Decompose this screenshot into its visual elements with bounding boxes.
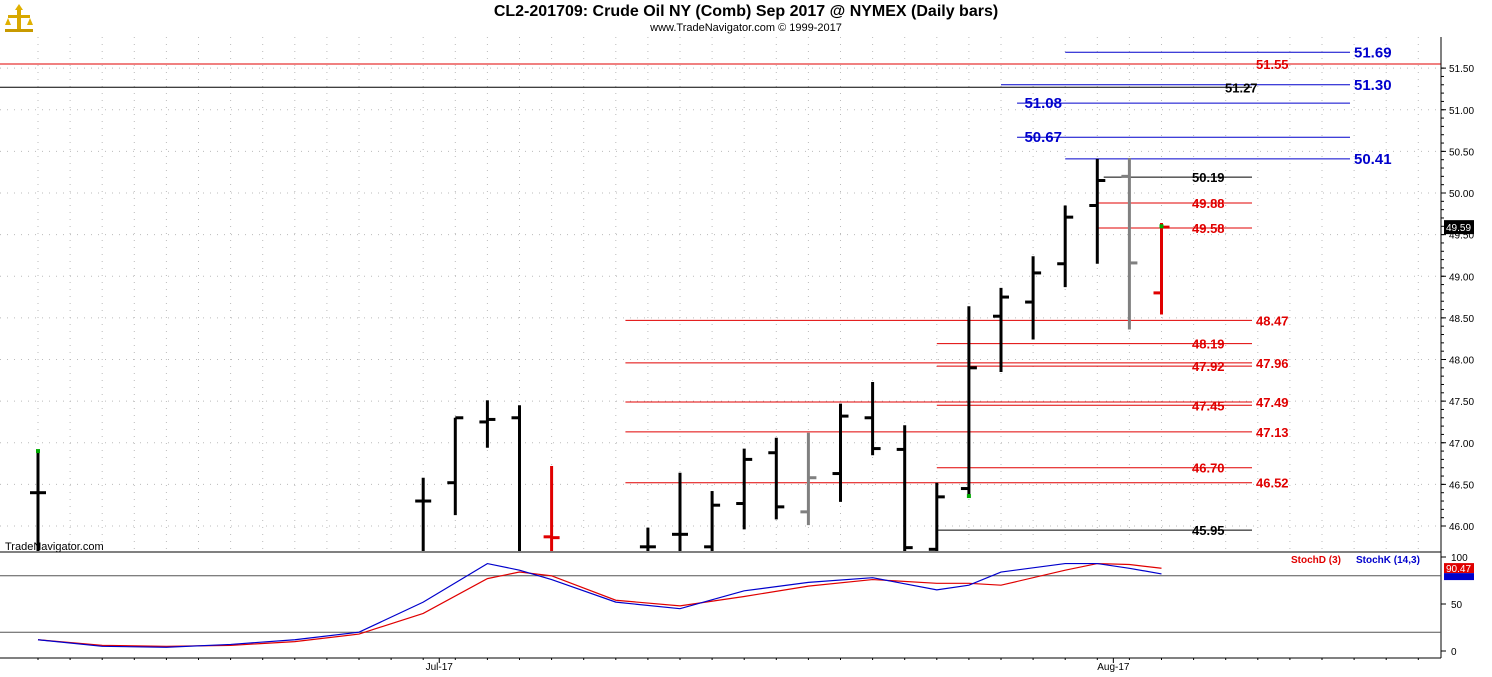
ohlc-bar bbox=[639, 527, 656, 551]
trade-navigator-logo-icon bbox=[3, 3, 35, 35]
price-tick-label: 47.50 bbox=[1449, 397, 1474, 408]
price-tick-label: 47.00 bbox=[1449, 439, 1474, 450]
time-axis: Jul-17 Aug-17 bbox=[37, 658, 1419, 673]
chart-title: CL2-201709: Crude Oil NY (Comb) Sep 2017… bbox=[493, 3, 999, 20]
signal-marker bbox=[1159, 224, 1164, 229]
price-bars bbox=[30, 158, 1170, 551]
level-label-51.30: 51.30 bbox=[1354, 77, 1392, 94]
price-tick-label: 48.00 bbox=[1449, 356, 1474, 367]
chart-header: CL2-201709: Crude Oil NY (Comb) Sep 2017… bbox=[0, 0, 1492, 37]
level-label-47.49: 47.49 bbox=[1256, 395, 1289, 410]
ohlc-bar bbox=[30, 452, 46, 551]
level-label-48.47: 48.47 bbox=[1256, 313, 1289, 328]
stoch-tick-label: 50 bbox=[1451, 600, 1463, 611]
price-tick-label: 48.50 bbox=[1449, 314, 1474, 325]
plot-background bbox=[0, 37, 1441, 658]
level-label-47.13: 47.13 bbox=[1256, 425, 1289, 440]
ohlc-bar bbox=[479, 400, 496, 448]
price-tick-label: 49.50 bbox=[1449, 231, 1474, 242]
ohlc-bar bbox=[511, 405, 521, 551]
last-price-label: 49.59 bbox=[1446, 223, 1471, 234]
ohlc-bar bbox=[928, 482, 945, 551]
time-tick-label: Jul-17 bbox=[426, 662, 454, 673]
level-label-51.55: 51.55 bbox=[1256, 57, 1289, 72]
last-price-box bbox=[1444, 220, 1474, 235]
level-label-48.19: 48.19 bbox=[1192, 337, 1225, 352]
level-label-50.67: 50.67 bbox=[1024, 129, 1062, 146]
ohlc-bar bbox=[960, 306, 977, 495]
ohlc-bar bbox=[543, 466, 560, 551]
level-label-50.19: 50.19 bbox=[1192, 170, 1225, 185]
price-axis: 51.50 51.00 50.50 50.00 49.50 49.00 48.50 48.00… bbox=[1440, 37, 1474, 658]
ohlc-bar bbox=[415, 477, 432, 551]
ohlc-bar bbox=[832, 403, 849, 502]
level-label-51.69: 51.69 bbox=[1354, 44, 1392, 61]
ohlc-bar bbox=[1057, 205, 1074, 288]
level-label-46.52: 46.52 bbox=[1256, 476, 1289, 491]
level-label-45.95: 45.95 bbox=[1192, 523, 1225, 538]
price-level-lines: 51.69 51.55 51.30 51.27 51.08 50.67 50.41 50.19… bbox=[0, 44, 1441, 538]
level-label-49.88: 49.88 bbox=[1192, 196, 1225, 211]
price-tick-label: 46.50 bbox=[1449, 480, 1474, 491]
level-label-47.96: 47.96 bbox=[1256, 356, 1289, 371]
level-label-51.08: 51.08 bbox=[1024, 95, 1062, 112]
ohlc-bar bbox=[1025, 256, 1042, 340]
stochastic-panel: 100 50 0 StochD (3) StochK (14,3) 90.47 bbox=[0, 551, 1474, 659]
stoch-last-value: 90.47 bbox=[1446, 564, 1471, 575]
level-label-49.58: 49.58 bbox=[1192, 221, 1225, 236]
price-tick-label: 49.00 bbox=[1449, 272, 1474, 283]
watermark-text: TradeNavigator.com bbox=[5, 541, 104, 553]
stoch-tick-label: 100 bbox=[1451, 553, 1468, 564]
ohlc-bar bbox=[800, 432, 817, 526]
level-label-51.27: 51.27 bbox=[1225, 80, 1258, 95]
stoch-last-red-box bbox=[1444, 563, 1474, 574]
stoch-legend-red: StochD (3) bbox=[1291, 555, 1341, 566]
stoch-legend-blue: StochK (14,3) bbox=[1356, 555, 1420, 566]
stoch-last-blue-box bbox=[1444, 573, 1474, 581]
signal-marker bbox=[36, 449, 40, 454]
ohlc-bar bbox=[768, 437, 785, 520]
stoch-line-blue bbox=[37, 562, 1162, 648]
price-tick-label: 46.00 bbox=[1449, 522, 1474, 533]
signal-marker bbox=[966, 494, 971, 499]
level-label-47.45: 47.45 bbox=[1192, 398, 1225, 413]
ohlc-bar bbox=[1089, 158, 1106, 264]
time-tick-label: Aug-17 bbox=[1097, 662, 1130, 673]
ohlc-bar bbox=[704, 491, 721, 551]
level-label-50.41: 50.41 bbox=[1354, 151, 1392, 168]
price-tick-label: 50.50 bbox=[1449, 147, 1474, 158]
stoch-tick-label: 0 bbox=[1451, 647, 1457, 658]
ohlc-bar bbox=[864, 381, 881, 456]
chart-subtitle: www.TradeNavigator.com © 1999-2017 bbox=[650, 22, 842, 34]
price-tick-label: 51.00 bbox=[1449, 106, 1474, 117]
price-tick-label: 51.50 bbox=[1449, 64, 1474, 75]
ohlc-bar bbox=[736, 448, 753, 530]
stoch-line-red bbox=[37, 562, 1162, 647]
ohlc-bar bbox=[993, 287, 1009, 372]
ohlc-bar bbox=[672, 472, 688, 551]
ohlc-bar bbox=[447, 416, 464, 516]
price-tick-label: 50.00 bbox=[1449, 189, 1474, 200]
ohlc-bar bbox=[896, 425, 913, 551]
level-label-46.70: 46.70 bbox=[1192, 461, 1225, 476]
ohlc-bar bbox=[1121, 158, 1138, 330]
level-label-47.92: 47.92 bbox=[1192, 359, 1225, 374]
